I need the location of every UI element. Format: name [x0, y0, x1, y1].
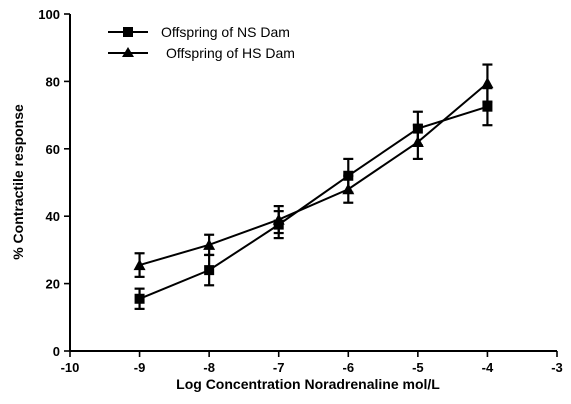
data-point-square — [134, 293, 145, 304]
series-layer — [133, 63, 494, 310]
series-line — [139, 82, 489, 267]
x-tick-label: -9 — [134, 360, 146, 375]
series-line — [139, 105, 488, 300]
data-point-square — [482, 101, 493, 112]
data-point-triangle — [203, 238, 216, 250]
x-tick-label: -10 — [61, 360, 80, 375]
y-tick-label: 20 — [46, 277, 60, 292]
data-point-triangle — [342, 183, 355, 195]
series-hs-dam — [133, 63, 494, 278]
x-tick-label: -7 — [273, 360, 285, 375]
x-tick-label: -5 — [412, 360, 424, 375]
data-point-triangle — [272, 213, 285, 225]
x-tick-label: -4 — [482, 360, 494, 375]
data-point-triangle — [411, 136, 424, 148]
x-tick-label: -6 — [343, 360, 355, 375]
ticks: -10 -9 -8 -7 -6 -5 -4 -3 0 20 40 60 80 100 — [38, 7, 562, 375]
y-tick-label: 40 — [46, 209, 60, 224]
y-tick-label: 0 — [53, 344, 60, 359]
data-point-square — [204, 265, 215, 276]
x-axis-title: Log Concentration Noradrenaline mol/L — [176, 376, 440, 392]
legend-triangle-marker — [122, 47, 134, 57]
legend-label-ns: Offspring of NS Dam — [161, 24, 290, 40]
legend: Offspring of NS Dam Offspring of HS Dam — [108, 24, 295, 61]
x-tick-label: -8 — [203, 360, 215, 375]
y-tick-label: 60 — [46, 142, 60, 157]
y-tick-label: 80 — [46, 74, 60, 89]
y-axis-title: % Contractile response — [10, 104, 26, 260]
data-point-triangle — [133, 259, 146, 271]
series-ns-dam — [134, 87, 493, 310]
axes — [69, 14, 557, 352]
data-point-triangle — [481, 77, 494, 89]
x-tick-label: -3 — [551, 360, 563, 375]
legend-square-marker — [123, 27, 133, 37]
y-tick-label: 100 — [38, 7, 60, 22]
legend-label-hs: Offspring of HS Dam — [166, 45, 295, 61]
